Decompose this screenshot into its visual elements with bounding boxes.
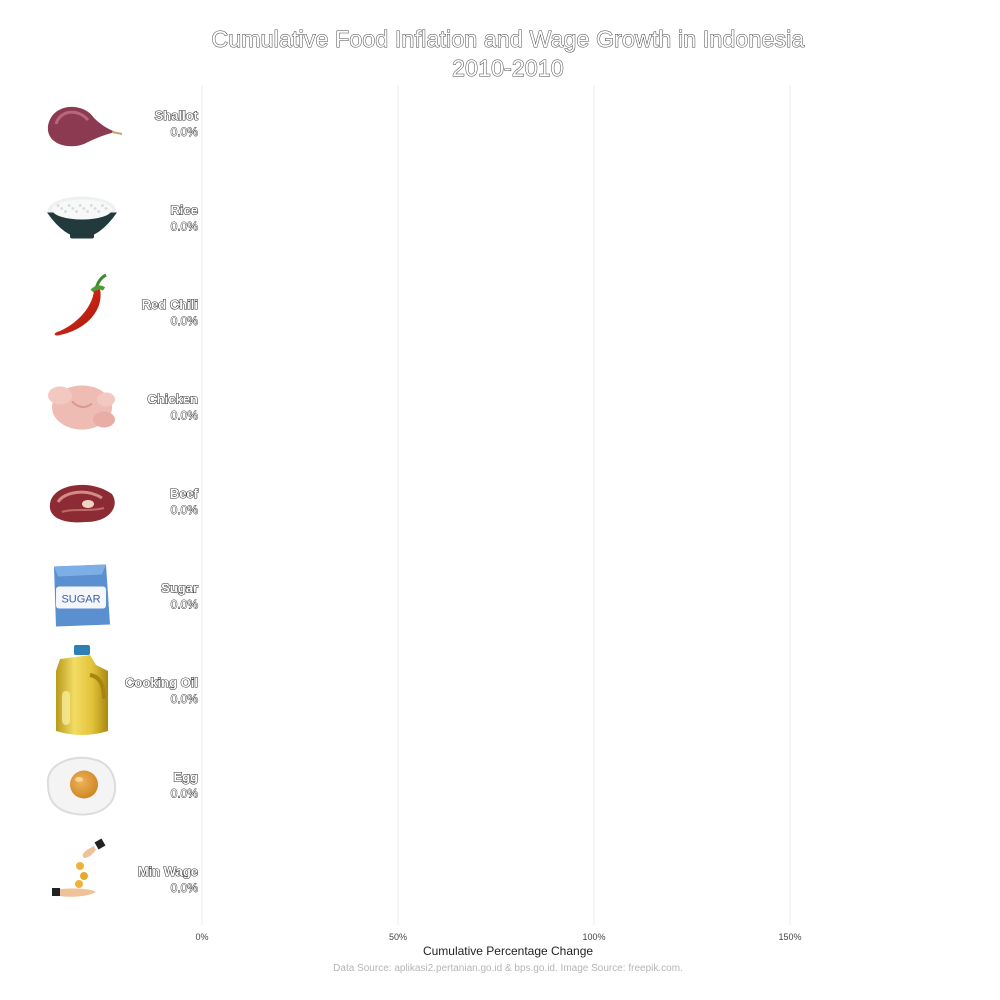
category-label-beef: Beef xyxy=(170,486,199,501)
fried-egg-icon xyxy=(46,756,117,816)
x-tick-label: 150% xyxy=(778,932,801,942)
sugar-bag-lettering: SUGAR xyxy=(61,594,100,606)
shallot-icon xyxy=(47,106,123,147)
x-axis-ticks: 0% 50% 100% 150% xyxy=(195,932,801,942)
cooking-oil-bottle-icon xyxy=(56,645,108,735)
category-label-red-chili: Red Chili xyxy=(142,297,198,312)
x-tick-label: 50% xyxy=(389,932,407,942)
rice-bowl-icon xyxy=(47,196,117,239)
red-chili-icon xyxy=(54,273,107,336)
wage-coins-hand-icon xyxy=(52,838,106,897)
value-label-egg: 0.0% xyxy=(171,787,199,801)
category-labels: Shallot 0.0% Rice 0.0% Red Chili 0.0% Chicken 0… xyxy=(124,107,199,895)
value-label-min-wage: 0.0% xyxy=(171,881,199,895)
x-tick-label: 0% xyxy=(195,932,208,942)
gridlines xyxy=(201,85,791,925)
value-label-red-chili: 0.0% xyxy=(171,314,199,328)
beef-icon xyxy=(49,484,115,523)
value-label-cooking-oil: 0.0% xyxy=(171,692,199,706)
x-axis-label: Cumulative Percentage Change xyxy=(423,944,593,958)
value-label-beef: 0.0% xyxy=(171,503,199,517)
category-icons: SUGAR xyxy=(46,106,123,897)
value-label-chicken: 0.0% xyxy=(171,409,199,423)
chart-title: Cumulative Food Inflation and Wage Growt… xyxy=(211,26,805,53)
value-label-shallot: 0.0% xyxy=(171,125,199,139)
category-label-chicken: Chicken xyxy=(147,392,198,407)
category-label-shallot: Shallot xyxy=(155,108,199,123)
sugar-bag-icon: SUGAR xyxy=(54,564,110,627)
x-tick-label: 100% xyxy=(582,932,605,942)
data-source-caption: Data Source: aplikasi2.pertanian.go.id &… xyxy=(333,963,683,974)
category-label-cooking-oil: Cooking Oil xyxy=(125,675,198,690)
value-label-rice: 0.0% xyxy=(171,220,199,234)
category-label-min-wage: Min Wage xyxy=(138,864,198,879)
chicken-icon xyxy=(48,385,115,430)
category-label-egg: Egg xyxy=(173,770,198,785)
value-label-sugar: 0.0% xyxy=(171,598,199,612)
category-label-rice: Rice xyxy=(171,203,198,218)
chart-subtitle: 2010-2010 xyxy=(452,55,565,82)
category-label-sugar: Sugar xyxy=(161,581,198,596)
